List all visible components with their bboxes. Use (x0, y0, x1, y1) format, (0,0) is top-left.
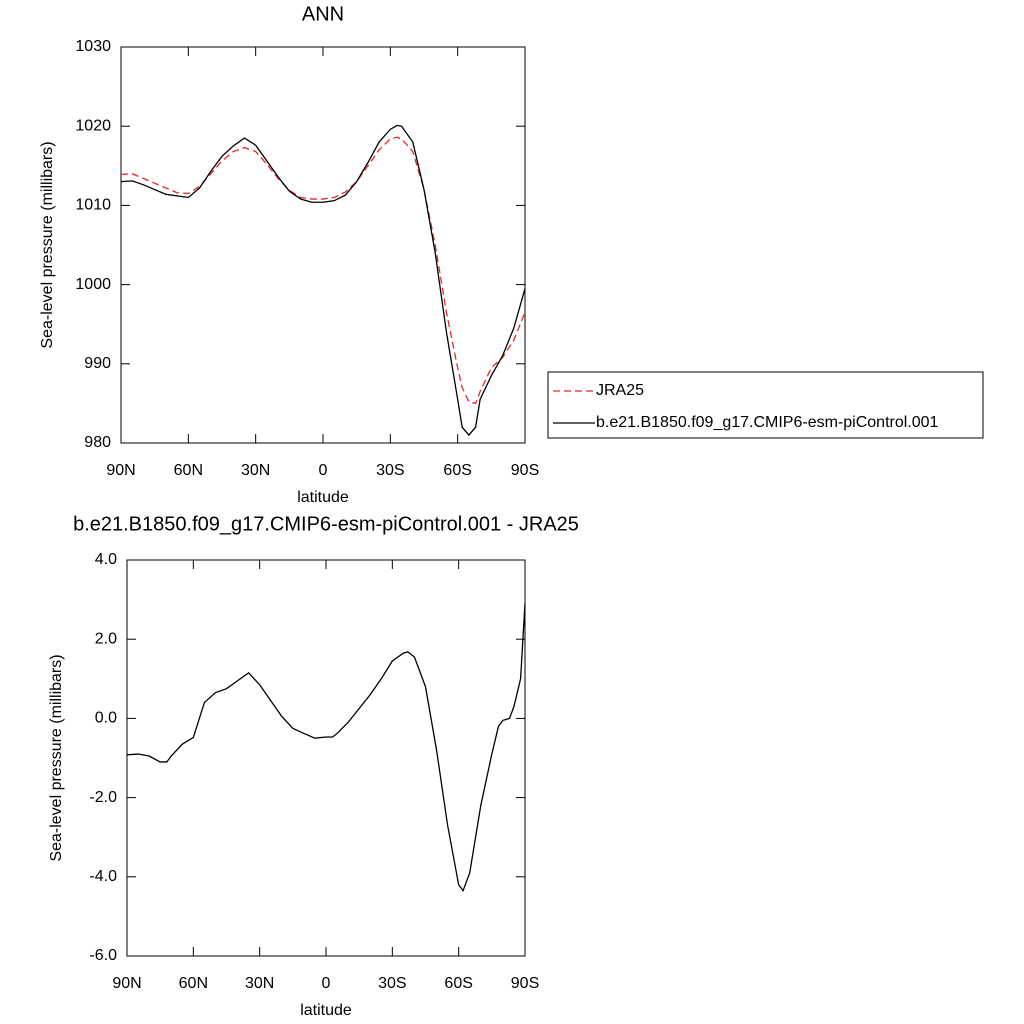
legend-label: b.e21.B1850.f09_g17.CMIP6-esm-piControl.… (596, 414, 939, 431)
x-axis-label: latitude (297, 489, 349, 506)
x-tick-label: 60S (443, 462, 471, 479)
plot-frame (120, 46, 526, 444)
x-tick-label: 90N (106, 462, 135, 479)
x-tick-label: 90N (112, 975, 141, 992)
x-tick-label: 90S (511, 975, 539, 992)
y-tick-label: 1010 (75, 197, 111, 214)
x-tick-label: 90S (511, 462, 539, 479)
y-tick-label: 980 (84, 434, 111, 451)
plot-frame (126, 559, 526, 957)
y-tick-label: -2.0 (89, 789, 117, 806)
y-tick-label: 4.0 (95, 551, 117, 568)
series-line (120, 136, 526, 405)
y-tick-label: 1020 (75, 117, 111, 134)
series-line (126, 603, 526, 893)
x-tick-label: 30S (378, 975, 406, 992)
y-tick-label: 1030 (75, 38, 111, 55)
legend-box (547, 371, 984, 439)
y-tick-label: 990 (84, 355, 111, 372)
y-tick-label: 0.0 (95, 710, 117, 727)
x-tick-label: 0 (322, 975, 331, 992)
legend-label: JRA25 (596, 382, 644, 399)
chart-title: ANN (302, 3, 344, 25)
x-axis-label: latitude (300, 1002, 352, 1019)
y-axis-label: Sea-level pressure (millibars) (48, 654, 65, 861)
y-axis-label: Sea-level pressure (millibars) (39, 141, 56, 348)
y-tick-label: -6.0 (89, 947, 117, 964)
x-tick-label: 0 (319, 462, 328, 479)
x-tick-label: 30N (241, 462, 270, 479)
x-tick-label: 60N (174, 462, 203, 479)
y-tick-label: 1000 (75, 276, 111, 293)
y-tick-label: 2.0 (95, 630, 117, 647)
y-tick-label: -4.0 (89, 868, 117, 885)
x-tick-label: 30S (376, 462, 404, 479)
x-tick-label: 30N (245, 975, 274, 992)
x-tick-label: 60N (179, 975, 208, 992)
chart-title: b.e21.B1850.f09_g17.CMIP6-esm-piControl.… (73, 513, 579, 535)
x-tick-label: 60S (444, 975, 472, 992)
series-line (120, 124, 526, 437)
